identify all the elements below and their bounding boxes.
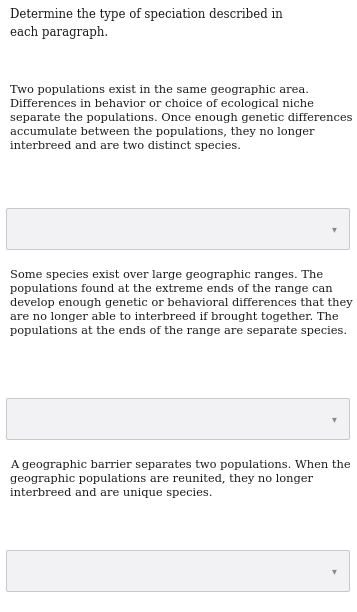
Text: Some species exist over large geographic ranges. The
populations found at the ex: Some species exist over large geographic… [10,270,353,336]
Text: Two populations exist in the same geographic area.
Differences in behavior or ch: Two populations exist in the same geogra… [10,85,352,151]
Text: Determine the type of speciation described in
each paragraph.: Determine the type of speciation describ… [10,8,283,39]
Text: ▾: ▾ [332,224,336,234]
Text: ▾: ▾ [332,566,336,576]
FancyBboxPatch shape [6,398,350,439]
FancyBboxPatch shape [6,209,350,250]
Text: ▾: ▾ [332,414,336,424]
Text: A geographic barrier separates two populations. When the
geographic populations : A geographic barrier separates two popul… [10,460,351,498]
FancyBboxPatch shape [6,551,350,592]
